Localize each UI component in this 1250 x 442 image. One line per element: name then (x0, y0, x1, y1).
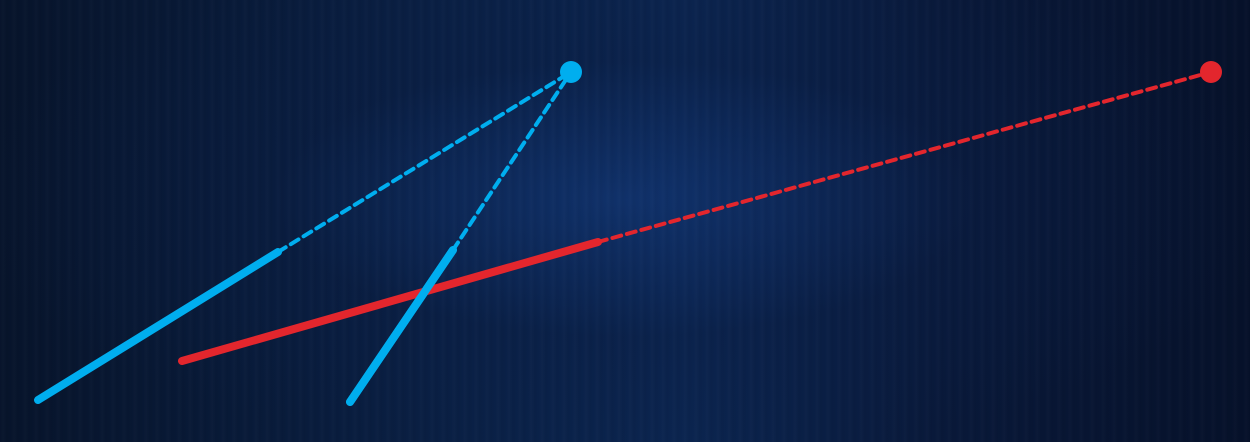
blue-solid-line-right-overlay (346, 246, 457, 406)
red-vanishing-point (1200, 61, 1222, 83)
blue-vanishing-point (560, 61, 582, 83)
blue-dashed-extension-right (451, 70, 573, 252)
blue-line-group (34, 61, 582, 406)
blue-dashed-extension-left (276, 70, 573, 254)
red-solid-line (178, 238, 602, 365)
red-dashed-extension (596, 70, 1213, 244)
red-line-group (178, 61, 1222, 365)
blue-solid-line-left (34, 248, 282, 404)
